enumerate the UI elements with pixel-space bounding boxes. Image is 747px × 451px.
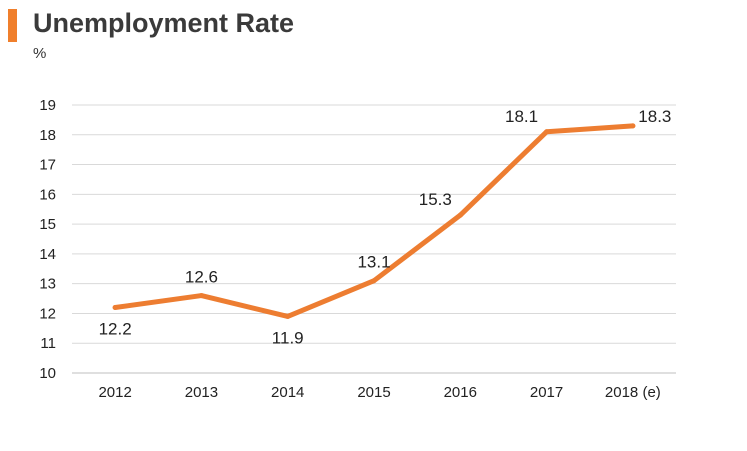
data-label: 12.6 <box>185 268 218 287</box>
y-tick-label: 14 <box>39 246 56 263</box>
x-tick-label: 2012 <box>98 384 131 401</box>
data-point <box>285 313 291 319</box>
data-point <box>371 278 377 284</box>
x-tick-label: 2015 <box>357 384 390 401</box>
title-accent-bar <box>8 9 17 42</box>
chart-title: Unemployment Rate <box>33 8 295 38</box>
data-point <box>112 304 118 310</box>
x-tick-label: 2016 <box>444 384 477 401</box>
data-point <box>457 212 463 218</box>
data-label: 11.9 <box>272 328 304 347</box>
y-tick-label: 16 <box>39 186 56 203</box>
x-tick-label: 2018 (e) <box>605 384 661 401</box>
unit-label: % <box>33 45 47 62</box>
data-point <box>630 123 636 129</box>
data-label: 15.3 <box>419 190 452 209</box>
data-point <box>198 293 204 299</box>
y-tick-label: 10 <box>39 365 56 382</box>
y-tick-label: 12 <box>39 305 56 322</box>
data-label: 18.3 <box>638 107 671 126</box>
data-point <box>544 129 550 135</box>
y-tick-label: 13 <box>39 276 56 293</box>
x-tick-label: 2017 <box>530 384 563 401</box>
series-line <box>112 123 636 319</box>
y-tick-label: 11 <box>40 335 56 352</box>
data-label: 13.1 <box>357 253 390 272</box>
x-tick-label: 2014 <box>271 384 304 401</box>
data-label: 18.1 <box>505 107 538 126</box>
y-tick-label: 15 <box>39 216 56 233</box>
y-tick-label: 17 <box>39 157 56 174</box>
x-tick-label: 2013 <box>185 384 218 401</box>
y-tick-label: 19 <box>39 97 56 114</box>
data-label: 12.2 <box>99 319 132 338</box>
y-tick-label: 18 <box>39 127 56 144</box>
